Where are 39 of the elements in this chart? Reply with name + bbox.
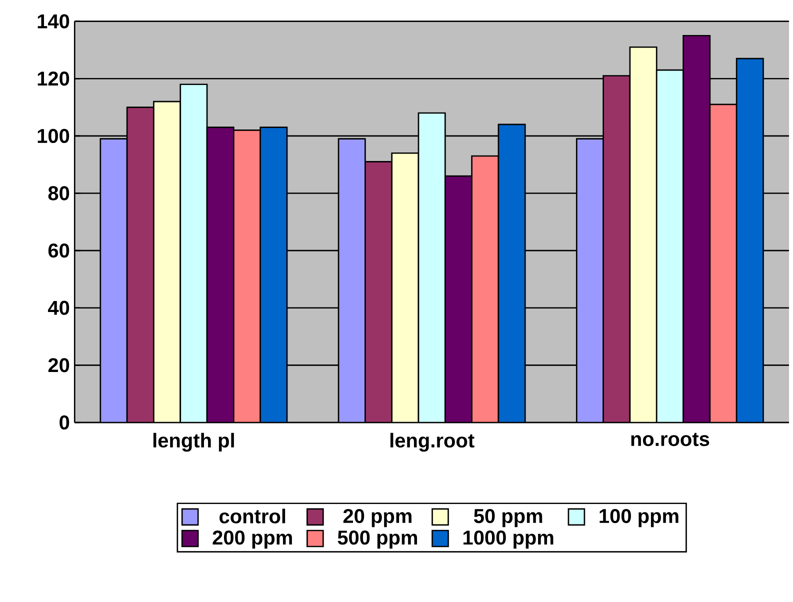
- x-tick-label: length pl: [153, 432, 234, 452]
- bar: [444, 175, 472, 422]
- bar: [364, 160, 393, 422]
- legend-label: 100 ppm: [600, 508, 678, 527]
- bar: [498, 124, 526, 422]
- legend-label: control: [220, 508, 286, 524]
- bar: [153, 100, 182, 422]
- bar: [418, 112, 446, 422]
- bar: [602, 74, 631, 422]
- bar: [206, 126, 234, 422]
- y-tick-label: 20: [48, 358, 70, 372]
- bar: [126, 106, 154, 422]
- bar: [180, 83, 208, 422]
- legend-label: 200 ppm: [212, 530, 292, 548]
- bar: [233, 129, 262, 422]
- bar: [471, 155, 500, 422]
- y-tick-label: 80: [48, 186, 70, 200]
- y-tick-label: 0: [60, 415, 70, 430]
- bar: [391, 152, 420, 422]
- y-tick-label: 120: [38, 71, 70, 86]
- bar: [682, 34, 711, 422]
- legend-label: 500 ppm: [338, 530, 417, 548]
- x-tick-label: no.roots: [631, 432, 710, 446]
- y-tick-label: 100: [38, 128, 70, 143]
- legend-label: 50 ppm: [474, 508, 542, 527]
- bar: [629, 46, 658, 422]
- y-tick-label: 40: [48, 300, 70, 315]
- legend-label: 20 ppm: [343, 508, 412, 527]
- bar: [338, 138, 366, 422]
- x-tick-label: leng.root: [390, 432, 474, 452]
- y-tick-label: 60: [48, 243, 70, 258]
- bar: [736, 58, 764, 422]
- bar: [260, 126, 288, 422]
- y-tick-label: 140: [38, 14, 70, 28]
- bar: [100, 138, 128, 422]
- bar: [656, 69, 684, 422]
- legend-label: 1000 ppm: [463, 530, 554, 548]
- bar: [709, 104, 738, 422]
- bar: [576, 138, 604, 422]
